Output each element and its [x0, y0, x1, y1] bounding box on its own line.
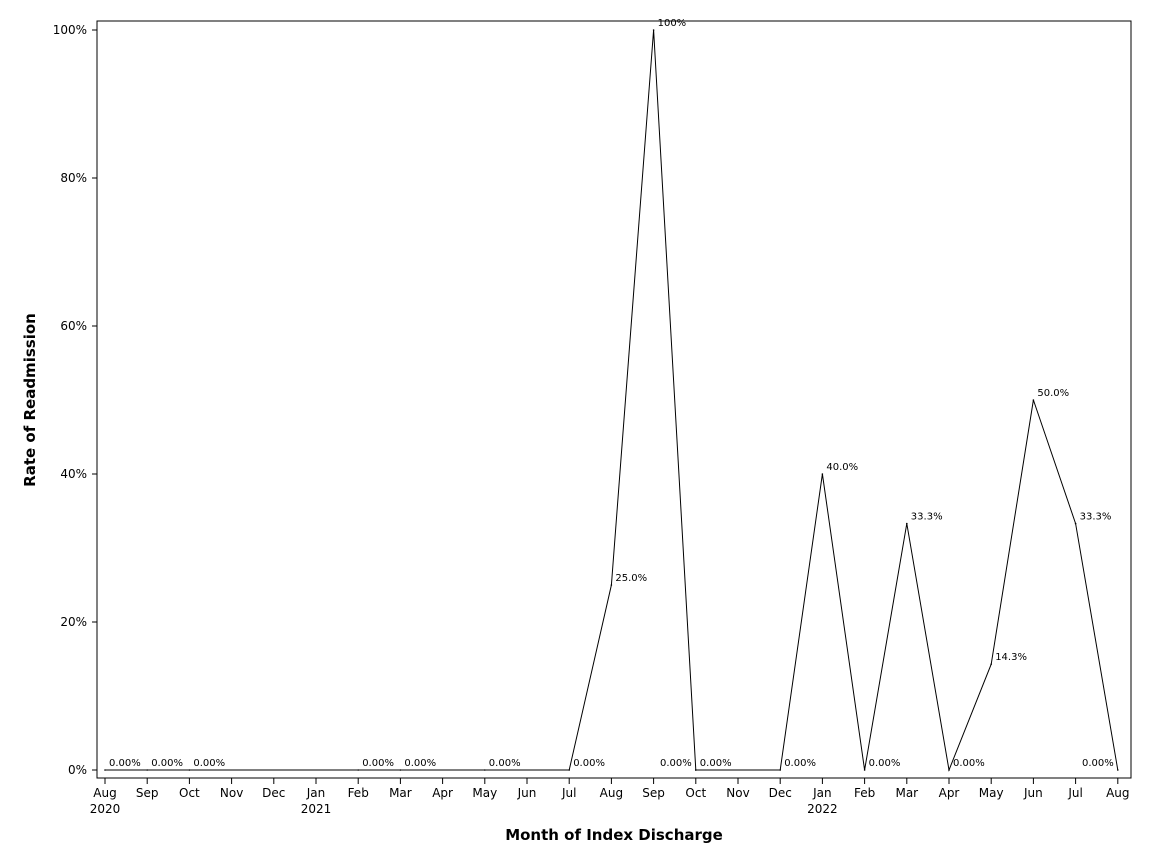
x-axis-title: Month of Index Discharge — [505, 826, 723, 844]
y-tick-label: 60% — [60, 319, 87, 333]
data-point — [863, 769, 866, 771]
data-point — [652, 29, 655, 31]
data-point — [357, 769, 360, 771]
x-tick-label: Jun — [517, 786, 537, 800]
data-label: 0.00% — [193, 758, 225, 769]
series-line — [105, 29, 1119, 772]
x-tick-label: Feb — [854, 786, 875, 800]
y-tick-label: 80% — [60, 171, 87, 185]
data-label: 0.00% — [784, 758, 816, 769]
data-point — [821, 473, 824, 475]
x-tick-label: Apr — [432, 786, 453, 800]
y-tick-label: 0% — [68, 763, 87, 777]
data-label: 40.0% — [826, 462, 858, 473]
data-label: 50.0% — [1037, 388, 1069, 399]
data-label: 0.00% — [700, 758, 732, 769]
x-tick-label: Oct — [179, 786, 200, 800]
data-point — [948, 769, 950, 771]
x-tick-label: Aug — [1106, 786, 1129, 800]
data-label: 0.00% — [869, 758, 901, 769]
x-axis: Aug Sep Oct Nov Dec Jan Feb Mar Apr May Jun Jul Aug S… — [90, 778, 1130, 816]
x-tick-label: Mar — [895, 786, 918, 800]
data-label: 0.00% — [1082, 758, 1114, 769]
y-axis-title: Rate of Readmission — [21, 313, 39, 487]
x-tick-label: Oct — [685, 786, 706, 800]
data-label: 0.00% — [573, 758, 605, 769]
series-layer — [104, 29, 1119, 772]
data-label: 33.3% — [911, 512, 943, 523]
x-tick-label: Aug — [600, 786, 623, 800]
data-label: 0.00% — [109, 758, 141, 769]
x-tick-label: Dec — [262, 786, 285, 800]
data-point — [990, 663, 992, 665]
x-tick-label: Jul — [561, 786, 576, 800]
x-tick-label: Aug — [93, 786, 116, 800]
data-label: 14.3% — [995, 652, 1027, 663]
plot-frame — [96, 20, 1132, 779]
x-tick-label: Jun — [1023, 786, 1043, 800]
data-point — [1032, 399, 1035, 401]
data-label: 0.00% — [404, 758, 436, 769]
y-tick-label: 20% — [60, 615, 87, 629]
data-label: 0.00% — [151, 758, 183, 769]
x-tick-label: Sep — [642, 786, 665, 800]
x-tick-label: Dec — [769, 786, 792, 800]
x-year-label: 2022 — [807, 802, 838, 816]
y-tick-label: 100% — [53, 23, 87, 37]
data-point — [104, 769, 106, 771]
x-tick-label: Nov — [726, 786, 749, 800]
x-tick-label: May — [472, 786, 497, 800]
data-label: 33.3% — [1080, 512, 1112, 523]
x-tick-label: Jan — [812, 786, 832, 800]
y-axis: 0% 20% 40% 60% 80% 100% — [53, 23, 97, 777]
x-year-label: 2020 — [90, 802, 121, 816]
data-label: 25.0% — [615, 573, 647, 584]
x-tick-label: Jan — [306, 786, 326, 800]
data-point — [568, 769, 570, 771]
data-point — [399, 769, 402, 771]
data-point — [146, 769, 148, 771]
data-label: 0.00% — [660, 758, 692, 769]
data-label: 0.00% — [489, 758, 521, 769]
y-tick-label: 40% — [60, 467, 87, 481]
x-year-label: 2021 — [301, 802, 332, 816]
data-point — [610, 584, 613, 586]
data-point — [188, 769, 191, 771]
x-tick-label: Sep — [136, 786, 159, 800]
data-label-layer: 0.00% 0.00% 0.00% 0.00% 0.00% 0.00% 0.00% 25.0%… — [109, 18, 1114, 769]
data-label: 0.00% — [362, 758, 394, 769]
data-point — [484, 769, 486, 771]
data-point — [1117, 769, 1119, 771]
x-tick-label: Nov — [220, 786, 243, 800]
x-tick-label: May — [979, 786, 1004, 800]
x-tick-label: Mar — [389, 786, 412, 800]
x-tick-label: Apr — [939, 786, 960, 800]
x-tick-label: Feb — [348, 786, 369, 800]
data-point — [695, 769, 697, 771]
data-point — [906, 522, 908, 525]
data-label: 0.00% — [953, 758, 985, 769]
data-point — [779, 769, 781, 771]
x-tick-label: Jul — [1067, 786, 1082, 800]
data-point — [1074, 522, 1077, 525]
data-label: 100% — [658, 18, 687, 29]
